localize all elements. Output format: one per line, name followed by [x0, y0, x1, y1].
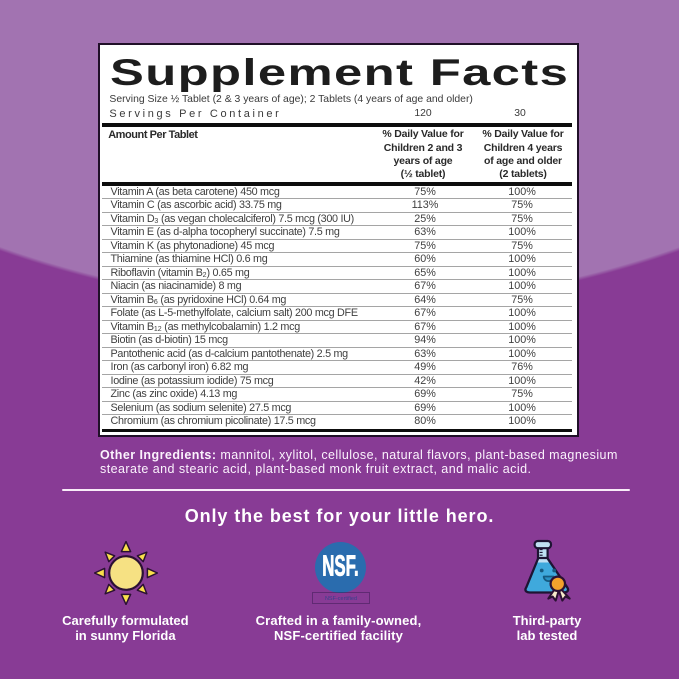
svg-text:NSF.: NSF.	[322, 551, 358, 583]
svg-text:NSF-certified: NSF-certified	[325, 596, 357, 602]
